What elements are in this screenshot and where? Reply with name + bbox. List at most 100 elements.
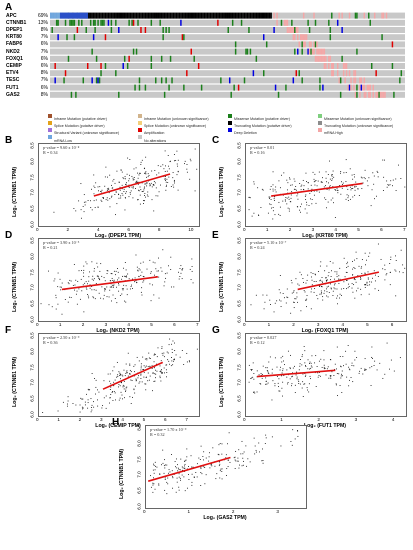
oncoprint-cell [354,12,357,19]
oncoprint-gene-label: FOXQ1 [6,55,23,62]
scatter-point [40,303,42,305]
scatter-point [168,469,170,471]
scatter-point [99,270,101,272]
oncoprint-cell [313,41,315,48]
scatter-point [326,286,328,288]
scatter-point [112,294,114,296]
scatter-point [97,186,99,188]
scatter-point [344,276,346,278]
scatter-point [279,299,280,301]
scatter-point [94,187,96,188]
panel-letter: F [5,325,12,336]
scatter-point [153,354,155,356]
oncoprint-cell [206,12,209,19]
scatter-point [374,280,376,282]
legend-swatch [228,120,232,125]
y-tick-label: 7.5 [236,173,242,181]
scatter-point [122,384,124,386]
y-tick-label: 8.0 [29,253,35,260]
scatter-point [189,178,191,180]
scatter-point [111,391,113,393]
scatter-point [151,170,153,172]
y-tick-label: 6.0 [29,316,35,323]
scatter-point [265,367,267,369]
scatter-point [293,307,295,309]
scatter-point [254,445,256,447]
scatter-point [166,272,168,274]
scatter-point [354,194,356,196]
scatter-point [287,382,289,383]
oncoprint-cell [368,91,370,98]
scatter-point [347,345,349,347]
x-tick-label: 4 [96,227,100,232]
scatter-point [124,176,126,178]
scatter-point [122,398,123,400]
oncoprint-cell [393,91,395,98]
scatter-point [346,279,348,281]
scatter-point [170,186,172,187]
scatter-point [306,387,308,389]
scatter-point [136,181,138,183]
oncoprint-cell [353,84,355,91]
scatter-point [281,174,282,176]
scatter-point [348,366,350,368]
scatter-point [366,180,368,182]
scatter-point [272,184,274,186]
oncoprint-row [50,84,405,91]
scatter-point [286,189,288,191]
scatter-point [217,453,219,455]
scatter-point [331,179,333,181]
scatter-point [320,290,322,292]
scatter-point [319,372,320,373]
scatter-point [122,288,124,290]
scatter-point [286,288,288,290]
oncoprint-cell [175,12,178,19]
scatter-point [291,444,293,446]
scatter-point [159,375,161,377]
scatter-point [140,291,142,293]
oncoprint-cell [342,63,345,69]
scatter-point [219,463,221,465]
scatter-point [110,383,112,385]
scatter-point [319,280,321,282]
oncoprint-cell [165,27,167,33]
scatter-point [299,183,301,184]
scatter-point [159,473,161,475]
scatter-point [225,457,227,459]
scatter-point [221,468,223,470]
scatter-point [323,364,325,366]
scatter-point [125,275,127,277]
y-tick-label: 7.5 [236,268,242,276]
scatter-point [317,298,319,300]
scatter-point [308,205,310,206]
scatter-point [114,182,116,184]
scatter-point [332,170,334,172]
x-tick-label: 3 [354,417,358,422]
y-tick-label: 7.0 [236,284,242,292]
scatter-point [118,399,120,401]
scatter-point [102,197,104,199]
oncoprint-cell [180,12,182,19]
scatter-point [360,267,362,269]
y-tick-label: 8.5 [29,237,35,244]
oncoprint-cell [106,12,108,19]
oncoprint-cell [144,27,147,33]
scatter-point [93,174,95,176]
scatter-point [93,200,95,202]
x-tick-label: 3 [311,227,315,232]
scatter-point [329,185,331,187]
scatter-point [179,276,181,277]
scatter-point [251,215,253,217]
oncoprint-cell [160,55,163,62]
oncoprint-cell [240,12,243,19]
scatter-point [143,276,145,278]
scatter-point [138,382,140,384]
scatter-point [140,373,142,375]
oncoprint-row [50,48,405,55]
oncoprint-cell [297,34,299,41]
oncoprint-cell [228,77,231,84]
scatter-point [339,297,341,299]
scatter-point [76,290,78,292]
scatter-point [399,271,400,273]
scatter-point [164,179,166,181]
